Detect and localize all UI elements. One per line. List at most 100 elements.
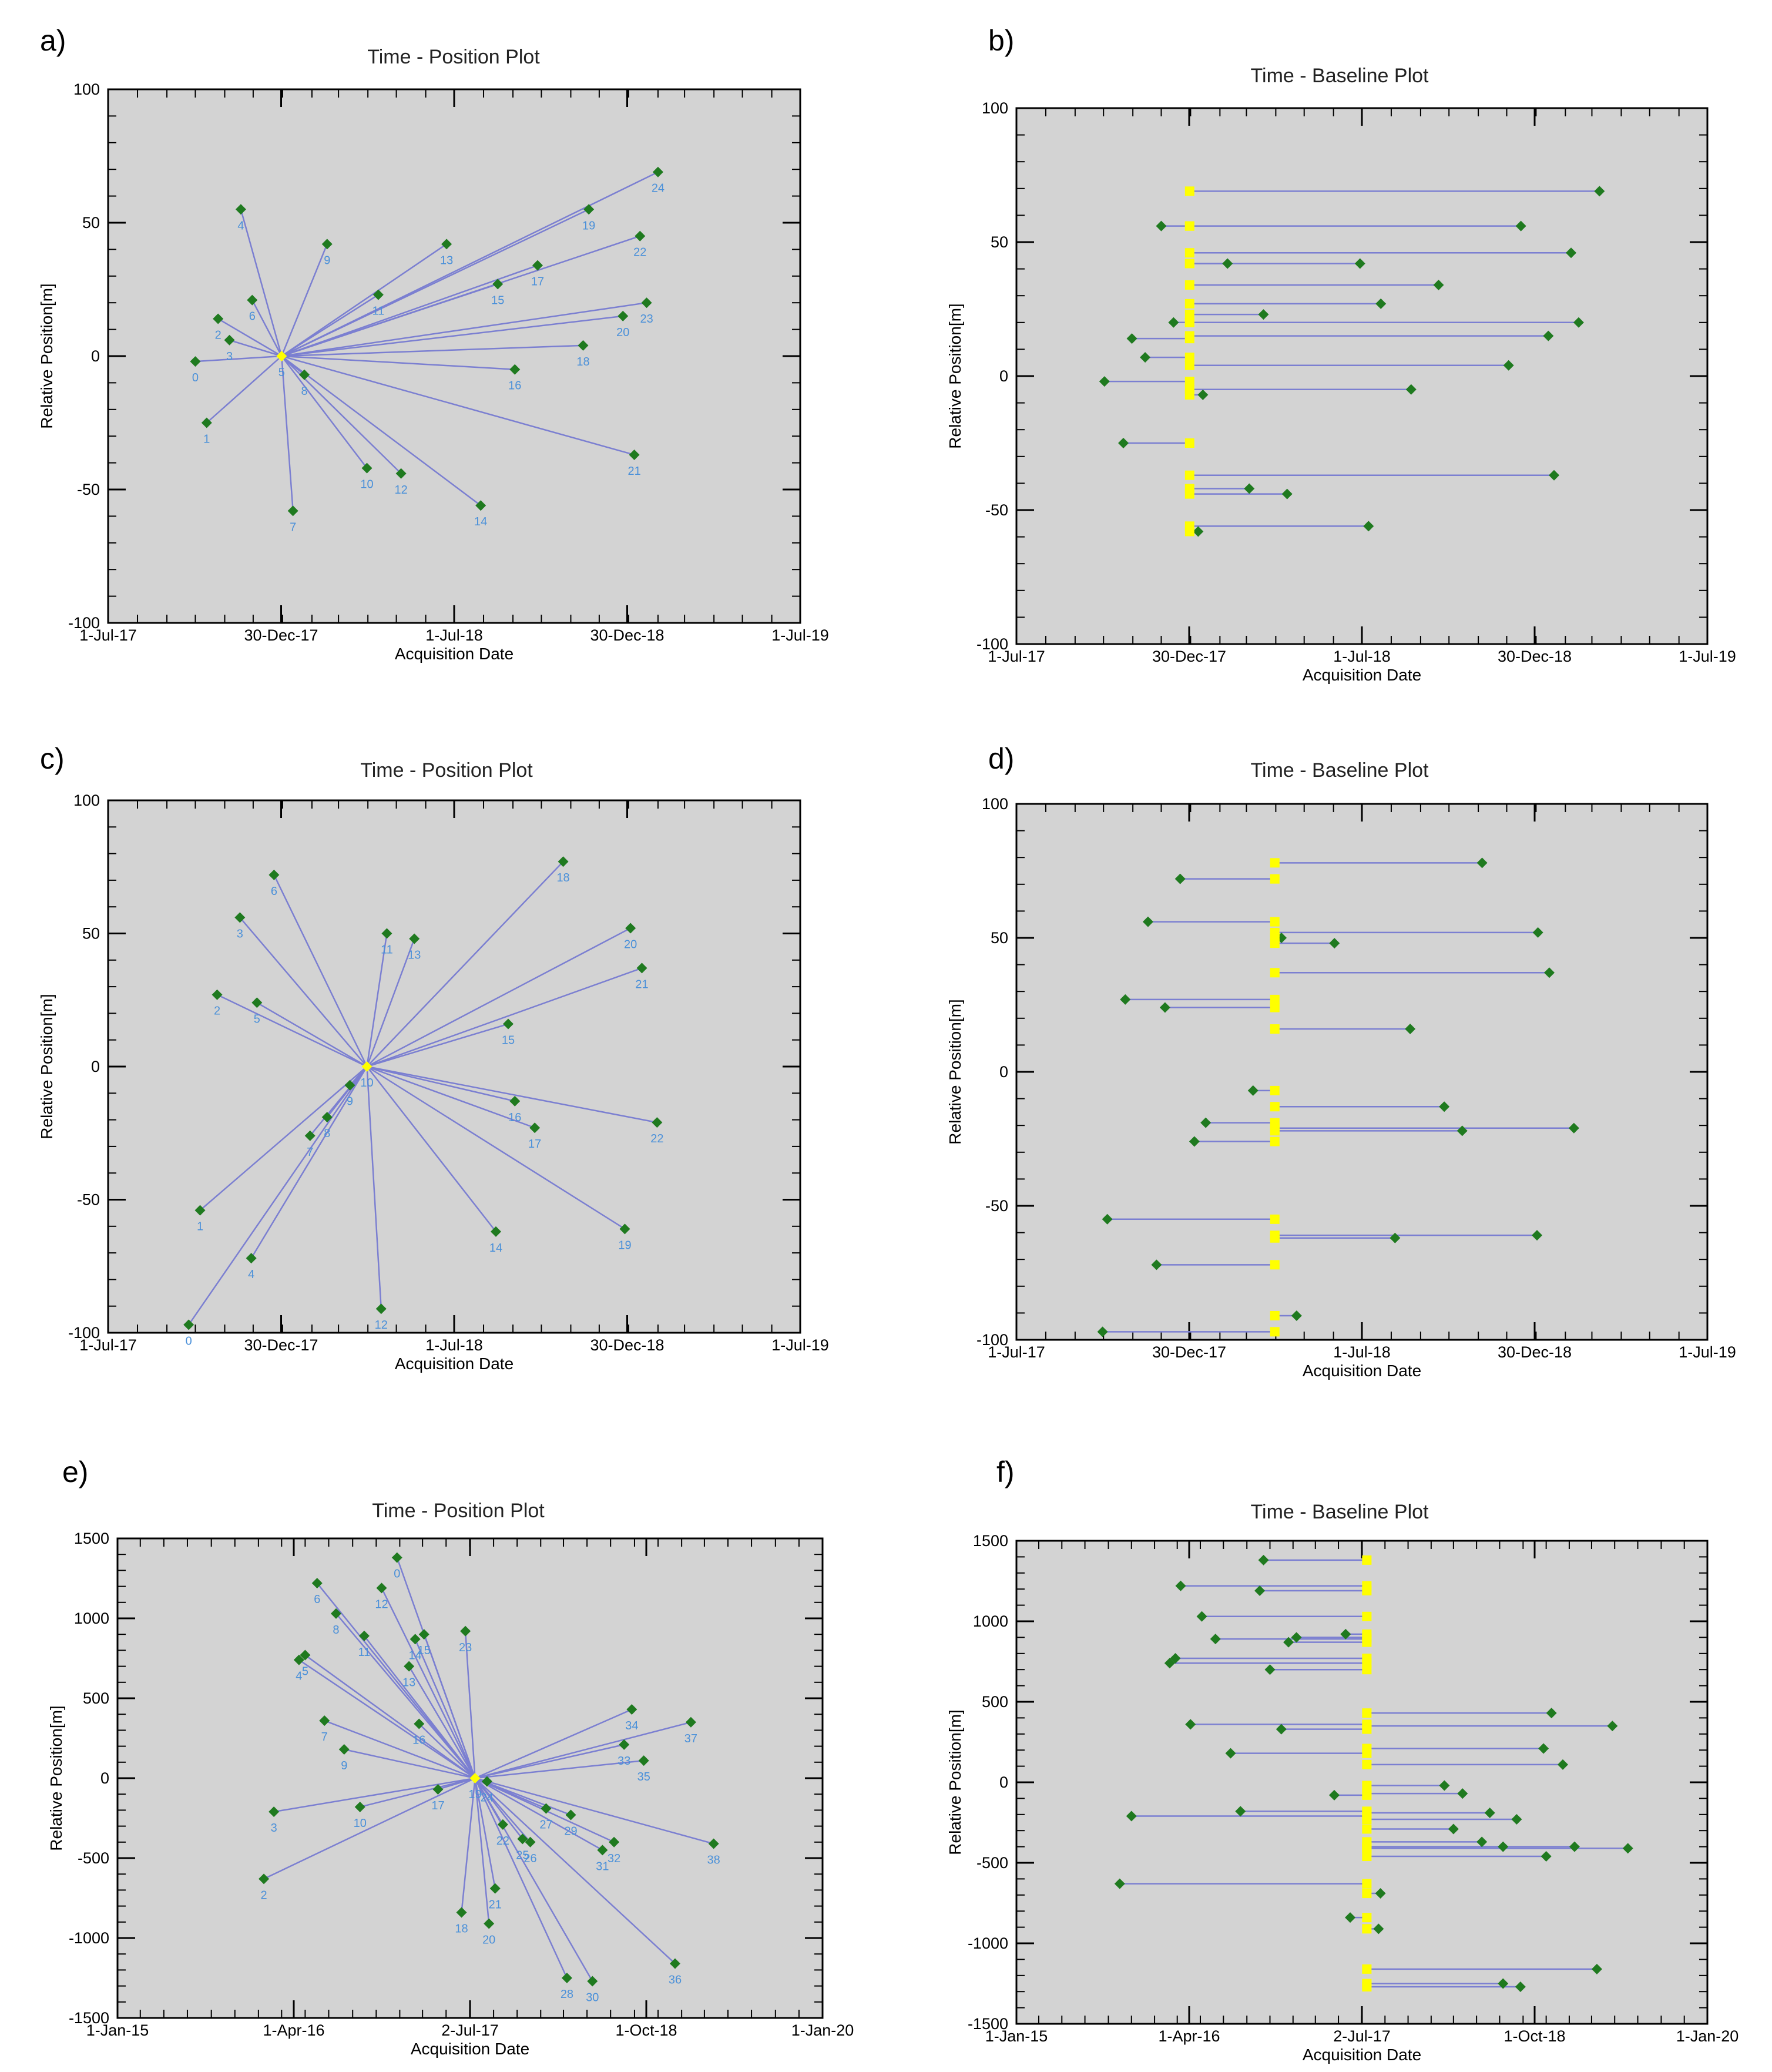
acquisition-point (497, 1819, 508, 1830)
acquisition-point (1375, 298, 1387, 309)
master-marker (1184, 280, 1194, 290)
acquisition-point (235, 204, 246, 215)
acquisition-point (372, 289, 384, 300)
baseline-link (461, 1778, 476, 1913)
acquisition-point (626, 1704, 637, 1715)
y-axis-label: Relative Position[m] (946, 303, 964, 448)
x-axis-label: Acquisition Date (395, 1354, 514, 1373)
master-marker (1362, 1611, 1372, 1621)
x-tick-label: 2-Jul-17 (441, 2021, 499, 2039)
chart-title: Time - Baseline Plot (1250, 1501, 1429, 1523)
y-axis-label: Relative Position[m] (946, 1709, 964, 1855)
x-tick-label: 1-Jan-15 (86, 2021, 149, 2039)
baseline-link (281, 356, 294, 511)
x-tick-label: 30-Dec-18 (590, 626, 664, 644)
point-label: 19 (582, 219, 595, 232)
x-tick-label: 30-Dec-18 (590, 1336, 664, 1354)
point-label: 27 (539, 1819, 552, 1832)
point-label: 4 (248, 1268, 254, 1281)
master-marker (1184, 310, 1194, 320)
baseline-link (475, 1777, 571, 1816)
point-label: 22 (650, 1132, 663, 1145)
acquisition-point (246, 1253, 257, 1264)
acquisition-point (1189, 1136, 1200, 1147)
master-marker (1362, 1913, 1372, 1923)
acquisition-point (344, 1079, 355, 1091)
master-marker (1270, 874, 1280, 884)
acquisition-point (1156, 220, 1167, 232)
baseline-link (349, 1066, 368, 1086)
baseline-link (263, 1777, 476, 1880)
acquisition-point (194, 1205, 206, 1216)
acquisition-point (1114, 1878, 1125, 1889)
master-marker (1184, 438, 1194, 448)
y-tick-label: 100 (73, 81, 100, 98)
baseline-link (281, 171, 659, 357)
x-tick-label: 1-Jan-20 (1676, 2027, 1739, 2045)
y-tick-label: 0 (999, 1773, 1008, 1791)
master-point (276, 351, 287, 361)
y-tick-label: 500 (982, 1693, 1008, 1711)
acquisition-point (1515, 220, 1526, 232)
baseline-link (474, 1778, 490, 1924)
panel-letter: d) (988, 742, 1015, 775)
point-label: 17 (431, 1799, 444, 1812)
acquisition-point (404, 1661, 415, 1672)
panel-letter: b) (988, 24, 1015, 57)
y-tick-label: -500 (976, 1854, 1008, 1872)
point-label: 12 (395, 484, 408, 497)
point-label: 17 (528, 1138, 541, 1151)
master-marker (1184, 360, 1194, 370)
acquisition-point (619, 1739, 630, 1750)
acquisition-point (525, 1836, 536, 1848)
acquisition-point (1405, 1024, 1416, 1035)
baseline-link (367, 967, 642, 1068)
y-tick-label: -50 (985, 501, 1008, 519)
x-tick-label: 30-Dec-18 (1498, 648, 1572, 665)
point-label: 25 (516, 1849, 529, 1862)
acquisition-point (532, 260, 543, 271)
acquisition-point (541, 1803, 552, 1814)
acquisition-point (1254, 1585, 1266, 1596)
y-tick-label: 0 (91, 1058, 100, 1075)
acquisition-point (1476, 857, 1488, 869)
acquisition-point (259, 1873, 270, 1885)
point-label: 0 (186, 1335, 192, 1347)
acquisition-point (1433, 279, 1444, 290)
acquisition-point (685, 1716, 696, 1728)
acquisition-point (418, 1629, 429, 1640)
acquisition-point (1390, 1232, 1401, 1243)
baseline-link (408, 1665, 476, 1779)
baseline-link (366, 1065, 626, 1230)
y-tick-label: -1500 (69, 2009, 109, 2027)
x-axis-label: Acquisition Date (395, 645, 514, 663)
chart-title: Time - Baseline Plot (1250, 65, 1429, 87)
point-label: 23 (459, 1641, 472, 1654)
y-tick-label: -1500 (968, 2015, 1008, 2033)
acquisition-point (361, 462, 372, 474)
baseline-link (217, 318, 282, 357)
acquisition-point (629, 449, 640, 460)
point-label: 14 (489, 1242, 502, 1255)
acquisition-point (1566, 247, 1577, 259)
master-marker (1270, 1231, 1280, 1240)
master-marker (1270, 1123, 1280, 1133)
y-tick-label: 50 (82, 214, 100, 232)
point-label: 13 (402, 1677, 415, 1689)
acquisition-point (213, 313, 224, 324)
y-tick-label: 0 (999, 367, 1008, 385)
acquisition-point (1363, 521, 1374, 532)
point-label: 2 (214, 1005, 220, 1018)
y-tick-label: -500 (78, 1849, 109, 1867)
acquisition-point (1175, 1580, 1186, 1591)
point-label: 34 (625, 1719, 638, 1732)
baseline-link (281, 301, 647, 357)
baseline-link (474, 1778, 496, 1889)
x-tick-label: 30-Dec-17 (244, 1336, 318, 1354)
master-marker (1270, 917, 1280, 927)
acquisition-point (311, 1578, 323, 1589)
acquisition-point (1373, 1923, 1384, 1934)
x-tick-label: 1-Oct-18 (1503, 2027, 1565, 2045)
x-axis-label: Acquisition Date (1303, 2046, 1421, 2064)
